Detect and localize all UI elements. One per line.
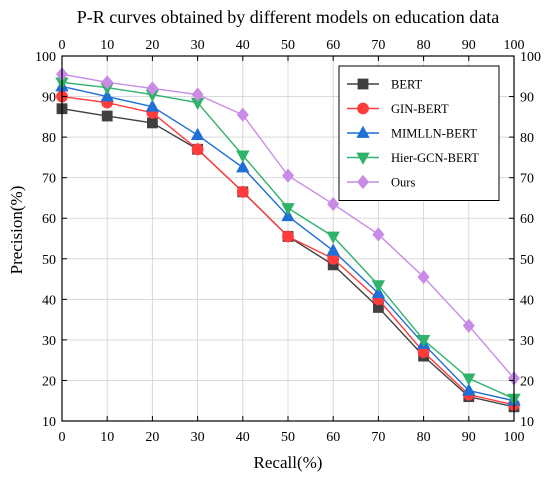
x-tick-label: 80 — [417, 430, 431, 445]
x-tick-label: 90 — [462, 430, 476, 445]
x-top-tick-label: 30 — [191, 38, 205, 53]
legend-label: Hier-GCN-BERT — [391, 151, 479, 165]
circle-marker — [191, 143, 204, 156]
circle-marker — [236, 185, 249, 198]
triangle-up-marker — [190, 127, 205, 140]
circle-marker — [282, 230, 294, 243]
legend: BERT GIN-BERT MIMLLN-BERT Hier-GCN-BERT Ours — [338, 65, 500, 201]
x-top-tick-label: 80 — [417, 38, 431, 53]
diamond-marker — [236, 107, 249, 122]
triangle-up-marker — [100, 89, 114, 102]
diamond-marker — [191, 87, 204, 102]
y-right-tick-label: 40 — [520, 293, 534, 308]
triangle-up-marker — [236, 160, 250, 173]
x-top-tick-label: 90 — [462, 38, 476, 53]
diamond-marker — [356, 174, 370, 190]
triangle-down-marker — [236, 150, 250, 163]
x-tick-label: 60 — [326, 430, 340, 445]
x-top-tick-label: 40 — [236, 38, 250, 53]
y-right-tick-label: 80 — [520, 131, 534, 146]
triangle-down-marker — [326, 231, 340, 244]
x-tick-label: 50 — [281, 430, 295, 445]
y-right-tick-label: 100 — [520, 50, 541, 65]
triangle-up-marker — [462, 383, 476, 396]
y-right-tick-label: 30 — [520, 334, 534, 349]
diamond-marker — [281, 168, 295, 183]
x-top-tick-label: 20 — [145, 38, 159, 53]
triangle-up-marker — [356, 125, 370, 138]
triangle-down-marker — [462, 373, 476, 386]
triangle-down-marker — [281, 203, 295, 216]
x-top-tick-label: 50 — [281, 38, 295, 53]
y-tick-label: 40 — [42, 293, 56, 308]
diamond-marker — [146, 81, 159, 96]
y-tick-label: 60 — [42, 212, 56, 227]
legend-item: Hier-GCN-BERT — [347, 151, 479, 165]
square-marker — [146, 117, 158, 129]
y-tick-label: 30 — [42, 334, 56, 349]
x-top-tick-label: 0 — [59, 38, 66, 53]
x-axis-label: Recall(%) — [254, 453, 323, 472]
y-tick-label: 90 — [42, 91, 56, 106]
y-tick-label: 50 — [42, 253, 56, 268]
square-marker — [101, 110, 113, 122]
legend-label: MIMLLN-BERT — [391, 127, 477, 141]
diamond-marker — [327, 196, 340, 212]
triangle-up-marker — [145, 99, 160, 112]
legend-label: BERT — [391, 78, 423, 92]
y-tick-label: 80 — [42, 131, 56, 146]
x-top-tick-label: 100 — [504, 38, 525, 53]
y-tick-label: 100 — [35, 50, 56, 65]
legend-item: GIN-BERT — [347, 102, 449, 116]
diamond-marker — [101, 75, 114, 90]
y-right-tick-label: 60 — [520, 212, 534, 227]
diamond-marker — [372, 227, 385, 242]
y-right-tick-label: 70 — [520, 172, 534, 187]
series-ours — [55, 67, 521, 386]
x-tick-label: 10 — [100, 430, 114, 445]
legend-label: GIN-BERT — [391, 102, 449, 116]
y-tick-label: 20 — [42, 374, 56, 389]
legend-item: Ours — [347, 174, 415, 190]
triangle-down-marker — [371, 280, 386, 293]
legend-item: MIMLLN-BERT — [347, 125, 477, 141]
x-tick-label: 30 — [191, 430, 205, 445]
x-tick-label: 0 — [59, 430, 66, 445]
x-tick-label: 40 — [236, 430, 250, 445]
legend-item: BERT — [347, 78, 423, 92]
axis-ticks: 0010102020303040405050606070708080909010… — [35, 38, 541, 445]
x-tick-label: 70 — [371, 430, 385, 445]
x-tick-label: 20 — [145, 430, 159, 445]
y-tick-label: 10 — [42, 415, 56, 430]
square-marker — [357, 78, 369, 90]
diamond-marker — [462, 318, 475, 333]
triangle-up-marker — [326, 243, 340, 256]
x-top-tick-label: 70 — [371, 38, 385, 53]
x-top-tick-label: 60 — [326, 38, 340, 53]
x-top-tick-label: 10 — [100, 38, 114, 53]
x-tick-label: 100 — [504, 430, 525, 445]
triangle-down-marker — [356, 152, 370, 165]
legend-label: Ours — [391, 176, 415, 190]
circle-marker — [357, 102, 369, 115]
y-right-tick-label: 90 — [520, 91, 534, 106]
y-right-tick-label: 10 — [520, 415, 534, 430]
triangle-down-marker — [416, 334, 431, 348]
y-right-tick-label: 20 — [520, 374, 534, 389]
diamond-marker — [417, 269, 430, 285]
series-mimlln-bert — [55, 79, 521, 406]
y-tick-label: 70 — [42, 172, 56, 187]
y-right-tick-label: 50 — [520, 253, 534, 268]
y-axis-label: Precision(%) — [7, 186, 26, 275]
chart-title: P-R curves obtained by different models … — [77, 7, 500, 27]
